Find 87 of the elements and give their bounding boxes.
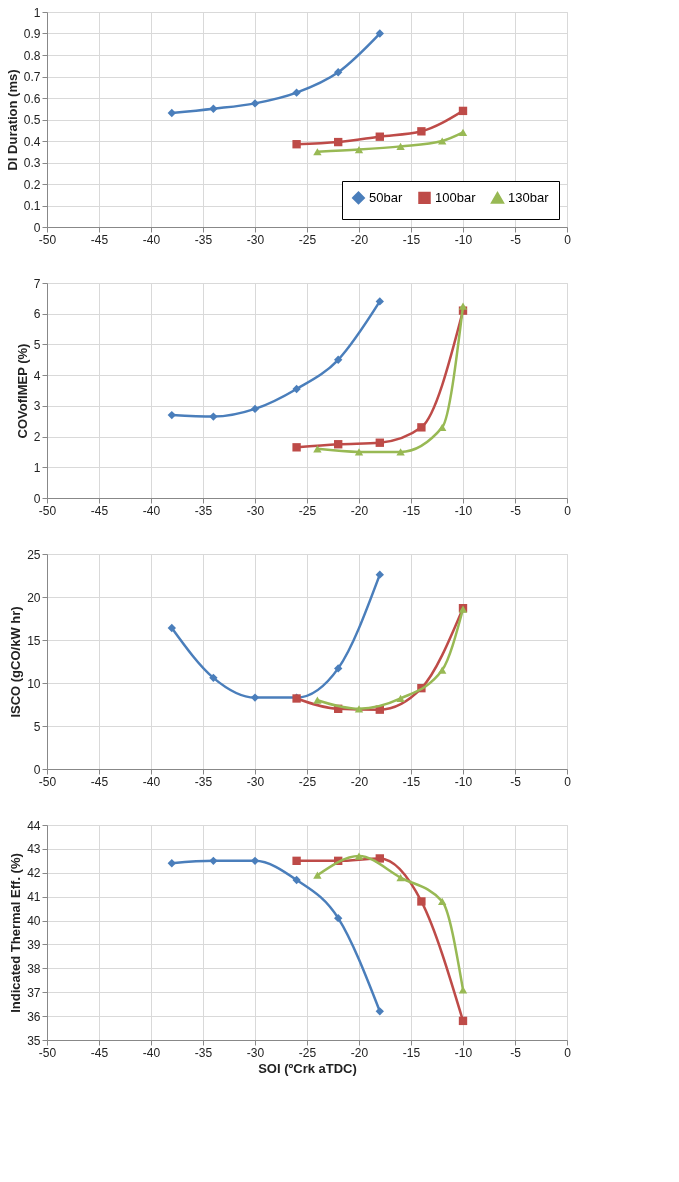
x-tick-label: -40 [142,503,161,518]
y-tick-label: 15 [27,633,41,648]
x-tick-label: -5 [510,232,522,247]
x-tick-label: -45 [90,232,109,247]
y-tick-label: 41 [27,890,41,905]
x-tick-label: 0 [564,774,572,789]
y-tick-label: 0.4 [23,134,41,149]
y-tick-label: 0.7 [23,70,41,84]
y-tick-label: 3 [33,399,41,414]
x-tick-label: -10 [454,774,473,789]
x-tick-label: -30 [246,1045,265,1060]
x-tick-label: -15 [402,774,421,789]
y-tick-label: 37 [27,985,41,1000]
x-tick-label: -15 [402,232,421,247]
y-axis-title: Indicated Thermal Eff. (%) [8,853,24,1013]
x-tick-label: -10 [454,503,473,518]
x-tick-label: -20 [350,1045,369,1060]
x-tick-label: -35 [194,774,213,789]
x-tick-label: -40 [142,774,161,789]
x-tick-label: -45 [90,503,109,518]
x-tick-label: -45 [90,1045,109,1060]
x-tick-label: -40 [142,1045,161,1060]
y-tick-label: 40 [27,914,41,929]
x-tick-label: -25 [298,232,317,247]
y-tick-label: 0 [33,491,41,506]
y-tick-label: 38 [27,961,41,976]
x-tick-label: -20 [350,774,369,789]
x-tick-label: -35 [194,232,213,247]
x-tick-label: -45 [90,774,109,789]
x-tick-label: -50 [38,232,57,247]
y-axis-title: ISCO (gCO/kW hr) [8,606,24,718]
y-tick-label: 20 [27,590,41,605]
x-tick-label: -10 [454,232,473,247]
x-tick-label: -50 [38,1045,57,1060]
y-tick-label: 0.2 [23,177,41,192]
x-tick-label: -15 [402,503,421,518]
x-tick-label: -50 [38,503,57,518]
y-tick-label: 4 [33,368,41,383]
y-tick-label: 5 [33,337,41,352]
y-tick-label: 0.1 [23,199,41,213]
x-axis-title: SOI (ºCrk aTDC) [258,1060,357,1076]
y-tick-label: 6 [33,307,41,322]
x-tick-label: -50 [38,774,57,789]
x-tick-label: -35 [194,503,213,518]
x-tick-label: 0 [564,232,572,247]
x-tick-label: -5 [510,503,522,518]
y-tick-label: 44 [27,818,41,833]
y-axis-title: COVofIMEP (%) [14,343,30,439]
y-tick-label: 43 [27,842,41,857]
y-tick-label: 0.9 [23,27,41,41]
y-tick-label: 0.6 [23,91,41,106]
x-tick-label: -20 [350,503,369,518]
y-axis-title: DI Duration (ms) [4,69,20,171]
y-tick-label: 1 [33,5,41,20]
y-tick-label: 7 [33,276,41,291]
x-tick-label: -40 [142,232,161,247]
legend-label: 50bar [369,189,403,205]
y-tick-label: 35 [27,1033,41,1048]
x-tick-label: -30 [246,503,265,518]
y-tick-label: 0 [33,762,41,777]
x-tick-label: -5 [510,1045,522,1060]
x-tick-label: -30 [246,232,265,247]
y-tick-label: 0 [33,220,41,235]
y-tick-label: 36 [27,1009,41,1024]
y-tick-label: 2 [33,430,41,445]
x-tick-label: -25 [298,1045,317,1060]
x-tick-label: -25 [298,503,317,518]
y-tick-label: 0.3 [23,156,41,170]
y-tick-label: 25 [27,547,41,562]
x-tick-label: 0 [564,1045,572,1060]
x-tick-label: -5 [510,774,522,789]
x-tick-label: -15 [402,1045,421,1060]
x-tick-label: 0 [564,503,572,518]
y-tick-label: 0.8 [23,48,41,63]
legend-label: 100bar [435,189,477,205]
y-tick-label: 0.5 [23,113,41,127]
x-tick-label: -10 [454,1045,473,1060]
y-tick-label: 42 [27,866,41,881]
x-tick-label: -30 [246,774,265,789]
y-tick-label: 1 [33,460,41,475]
y-tick-label: 39 [27,937,41,952]
y-tick-label: 5 [33,719,41,734]
x-tick-label: -35 [194,1045,213,1060]
y-tick-label: 10 [27,676,41,691]
x-tick-label: -25 [298,774,317,789]
x-tick-label: -20 [350,232,369,247]
legend-label: 130bar [508,190,550,206]
